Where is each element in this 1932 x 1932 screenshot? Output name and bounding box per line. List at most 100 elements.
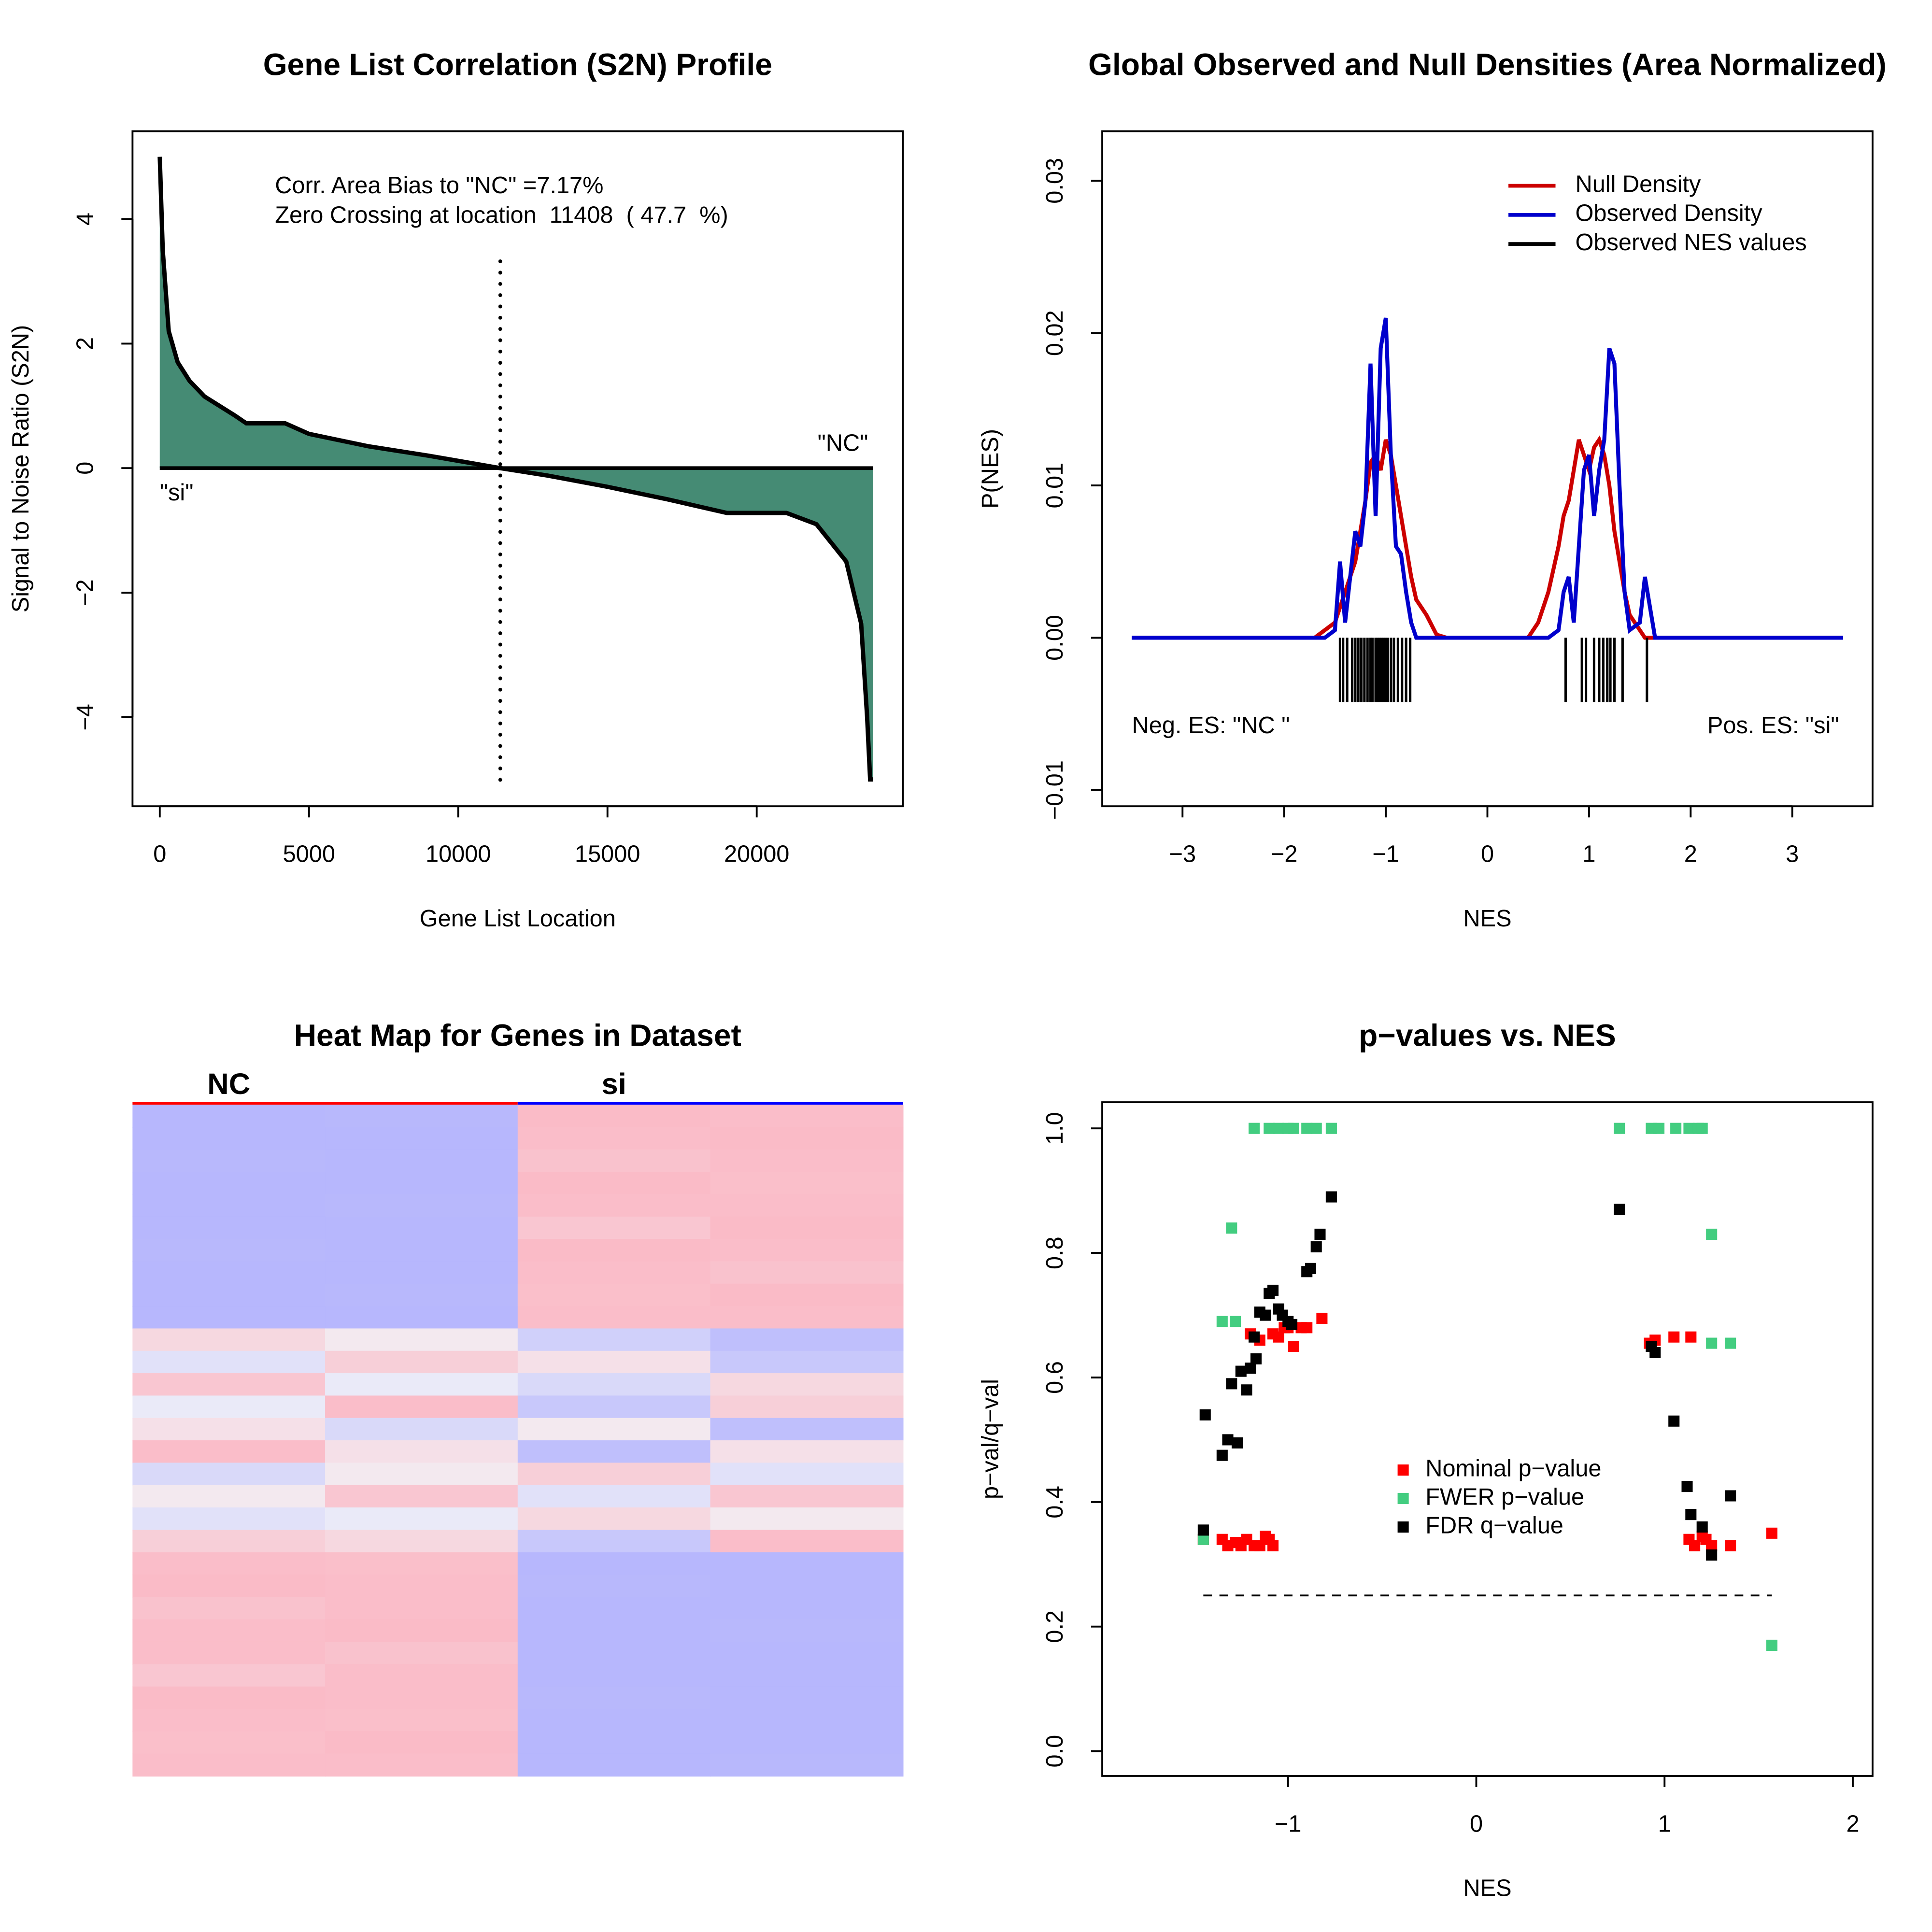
point xyxy=(1325,1122,1337,1134)
point xyxy=(1264,1122,1275,1134)
heatmap-cell xyxy=(325,1194,519,1218)
heatmap-cell xyxy=(710,1485,904,1508)
heatmap-cell xyxy=(710,1597,904,1620)
x-tick-label: 1 xyxy=(1582,841,1595,867)
heatmap-cell xyxy=(132,1418,326,1441)
heatmap-cell xyxy=(517,1239,711,1262)
point xyxy=(1241,1384,1252,1396)
point xyxy=(1653,1122,1665,1134)
point xyxy=(1197,1534,1209,1545)
point xyxy=(1226,1378,1237,1390)
heatmap-cell xyxy=(517,1485,711,1508)
y-tick-label: 0.6 xyxy=(1042,1361,1068,1394)
heatmap-cell xyxy=(517,1664,711,1687)
heatmap-cell xyxy=(517,1261,711,1285)
heatmap-cell xyxy=(132,1373,326,1396)
x-tick-label: 0 xyxy=(1481,841,1494,867)
legend-swatch xyxy=(1397,1464,1409,1476)
point xyxy=(1216,1449,1228,1461)
end-label: "NC" xyxy=(818,430,868,456)
heatmap-cell xyxy=(325,1664,519,1687)
heatmap-cell xyxy=(132,1708,326,1732)
heatmap-cell xyxy=(517,1306,711,1329)
point xyxy=(1273,1331,1284,1343)
heatmap-cell xyxy=(132,1463,326,1486)
point xyxy=(1301,1322,1313,1334)
heatmap-cell xyxy=(517,1149,711,1173)
y-tick-label: 0.02 xyxy=(1042,310,1068,356)
y-tick-label: 0.03 xyxy=(1042,158,1068,204)
point xyxy=(1273,1122,1284,1134)
heatmap-cell xyxy=(132,1216,326,1240)
heatmap-cell xyxy=(710,1552,904,1576)
point xyxy=(1766,1639,1777,1651)
heatmap-cell xyxy=(517,1731,711,1754)
heatmap-cell xyxy=(325,1261,519,1285)
heatmap-cell xyxy=(325,1597,519,1620)
point xyxy=(1689,1540,1701,1551)
x-tick-label: 2 xyxy=(1684,841,1697,867)
group-label: si xyxy=(601,1067,626,1101)
heatmap-cell xyxy=(132,1306,326,1329)
heatmap-cell xyxy=(517,1373,711,1396)
heatmap-cell xyxy=(710,1753,904,1777)
annotation: Pos. ES: "si" xyxy=(1707,712,1839,739)
annotation: Corr. Area Bias to "NC" =7.17% xyxy=(275,172,603,199)
heatmap-cell xyxy=(710,1530,904,1553)
point xyxy=(1288,1122,1299,1134)
point xyxy=(1267,1284,1279,1296)
point xyxy=(1231,1437,1243,1449)
point xyxy=(1725,1490,1736,1502)
heatmap-cell xyxy=(710,1149,904,1173)
heatmap-cell xyxy=(132,1485,326,1508)
heatmap-cell xyxy=(517,1530,711,1553)
chart-title: Gene List Correlation (S2N) Profile xyxy=(263,47,772,82)
heatmap-cell xyxy=(132,1619,326,1643)
heatmap-cell xyxy=(325,1350,519,1374)
heatmap-cell xyxy=(325,1753,519,1777)
x-tick-label: 10000 xyxy=(426,841,491,867)
heatmap-cell xyxy=(710,1708,904,1732)
heatmap-cell xyxy=(325,1328,519,1352)
heatmap-cell xyxy=(132,1731,326,1754)
point xyxy=(1681,1481,1693,1492)
point xyxy=(1235,1365,1247,1377)
x-tick-label: 20000 xyxy=(724,841,789,867)
y-axis-label: p−val/q−val xyxy=(978,1379,1004,1499)
y-axis-label: Signal to Noise Ratio (S2N) xyxy=(8,325,34,613)
annotation: Neg. ES: "NC " xyxy=(1132,712,1290,739)
heatmap-cell xyxy=(132,1507,326,1531)
point xyxy=(1226,1222,1237,1234)
heatmap-cell xyxy=(132,1149,326,1173)
heatmap-cell xyxy=(517,1172,711,1195)
heatmap-cell xyxy=(710,1731,904,1754)
heatmap-cell xyxy=(517,1507,711,1531)
point xyxy=(1683,1122,1695,1134)
point xyxy=(1286,1319,1298,1330)
point xyxy=(1222,1434,1234,1446)
point xyxy=(1316,1312,1328,1324)
chart-title: Global Observed and Null Densities (Area… xyxy=(1088,47,1887,82)
heatmap-cell xyxy=(132,1172,326,1195)
heatmap-cell xyxy=(517,1686,711,1710)
heatmap-cell xyxy=(325,1306,519,1329)
point xyxy=(1614,1204,1625,1215)
heatmap-cell xyxy=(710,1373,904,1396)
point xyxy=(1696,1122,1708,1134)
y-tick-label: 0 xyxy=(72,462,98,475)
point xyxy=(1649,1347,1661,1358)
x-tick-label: −3 xyxy=(1169,841,1196,867)
point xyxy=(1668,1415,1680,1427)
point xyxy=(1685,1509,1697,1520)
heatmap-cell xyxy=(710,1127,904,1151)
legend-label: Null Density xyxy=(1576,171,1701,197)
heatmap-cell xyxy=(517,1350,711,1374)
heatmap-cell xyxy=(710,1440,904,1463)
heatmap-cell xyxy=(517,1641,711,1665)
heatmap-cell xyxy=(132,1597,326,1620)
point xyxy=(1249,1122,1260,1134)
heatmap-cell xyxy=(710,1641,904,1665)
heatmap-cell xyxy=(710,1395,904,1419)
